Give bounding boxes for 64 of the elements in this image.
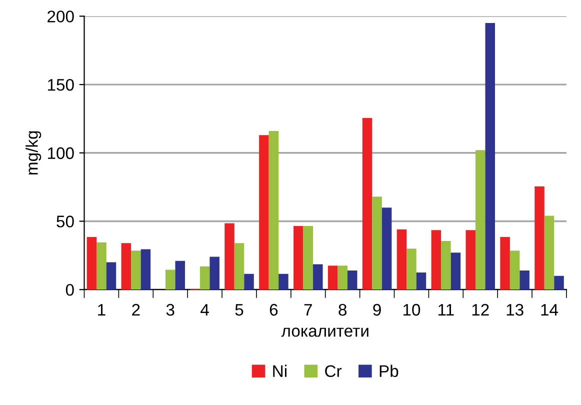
bar	[544, 216, 554, 290]
bar	[554, 276, 564, 290]
bar	[294, 226, 304, 290]
y-tick-label: 0	[66, 284, 74, 296]
bar	[396, 229, 407, 290]
bar	[450, 252, 461, 290]
bar	[466, 230, 476, 290]
bar	[431, 230, 442, 290]
y-tick-label: 200	[48, 10, 74, 22]
y-tick-label: 150	[48, 78, 74, 91]
bar	[347, 270, 358, 290]
legend-label: Cr	[325, 365, 342, 378]
x-axis-title: локалитети	[281, 328, 368, 337]
bar	[303, 226, 314, 290]
bar	[234, 243, 244, 290]
bar	[210, 256, 220, 290]
bar	[278, 274, 288, 290]
x-tick-label: 1	[98, 304, 106, 316]
x-tick-label: 9	[373, 304, 381, 316]
x-tick-label: 3	[166, 304, 174, 316]
x-tick-label: 11	[438, 304, 454, 316]
bar	[441, 241, 451, 290]
x-tick-label: 2	[132, 304, 140, 316]
bar	[510, 250, 520, 290]
bar	[106, 262, 116, 290]
bar	[372, 196, 382, 290]
bar	[96, 242, 106, 290]
x-tick-label: 10	[403, 304, 420, 316]
bar	[268, 131, 279, 290]
bar	[406, 248, 416, 290]
x-tick-label: 8	[338, 304, 346, 316]
legend-label: Pb	[380, 364, 398, 378]
bar	[175, 260, 185, 290]
bar	[534, 186, 544, 290]
x-tick-label: 14	[541, 304, 558, 316]
bar	[200, 266, 210, 290]
bar	[131, 250, 141, 290]
bar	[224, 223, 234, 290]
y-tick-label: 100	[48, 147, 74, 160]
bar	[259, 135, 269, 290]
y-axis-title: mg/kg	[26, 131, 42, 174]
bar	[140, 249, 151, 290]
bar	[362, 118, 372, 290]
bar	[520, 270, 530, 290]
bar	[165, 270, 176, 290]
bar	[244, 274, 254, 290]
bar	[485, 23, 495, 290]
bar	[475, 150, 486, 290]
x-tick-label: 5	[235, 304, 244, 316]
bar	[500, 236, 510, 290]
x-tick-label: 4	[200, 304, 209, 316]
x-tick-label: 12	[472, 304, 489, 316]
x-tick-label: 13	[506, 304, 524, 316]
x-tick-label: 7	[304, 304, 312, 316]
x-tick-label: 6	[270, 304, 278, 316]
y-tick-label: 50	[56, 216, 74, 228]
bar	[313, 264, 323, 290]
bar	[328, 266, 338, 290]
bar	[416, 272, 426, 290]
bar	[86, 236, 97, 290]
bar	[382, 208, 392, 290]
bar	[338, 266, 348, 290]
bar	[121, 243, 132, 290]
legend-label: Ni	[273, 364, 286, 377]
